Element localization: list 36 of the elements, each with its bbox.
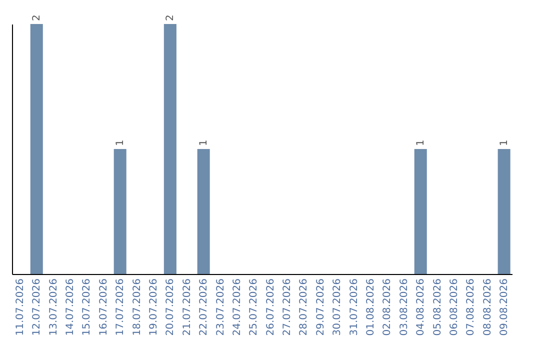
x-tick-label: 17.07.2026 <box>115 278 126 336</box>
data-label: 2 <box>32 14 43 21</box>
data-label: 1 <box>499 140 510 146</box>
x-tick-label: 29.07.2026 <box>315 278 326 336</box>
x-tick-label: 15.07.2026 <box>82 278 93 336</box>
x-tick-label: 03.08.2026 <box>398 278 410 336</box>
x-tick-label: 30.07.2026 <box>332 278 344 336</box>
x-tick-label: 09.08.2026 <box>499 278 510 336</box>
x-tick-label: 01.08.2026 <box>366 278 377 336</box>
data-label: 2 <box>165 14 176 21</box>
x-tick-label: 02.08.2026 <box>382 278 394 336</box>
x-tick-label: 20.07.2026 <box>165 278 176 336</box>
x-tick-label: 05.08.2026 <box>432 278 444 336</box>
x-tick-label: 23.07.2026 <box>215 278 226 336</box>
data-label: 1 <box>115 140 126 146</box>
x-tick-label: 31.07.2026 <box>348 278 360 336</box>
x-tick-label: 06.08.2026 <box>448 278 460 336</box>
x-tick-label: 26.07.2026 <box>265 278 276 336</box>
x-tick-label: 14.07.2026 <box>65 278 76 336</box>
x-tick-label: 04.08.2026 <box>416 278 427 336</box>
x-tick-label: 25.07.2026 <box>248 278 260 336</box>
data-label: 1 <box>416 140 427 146</box>
x-tick-label: 18.07.2026 <box>132 278 143 336</box>
x-tick-label: 21.07.2026 <box>182 278 193 336</box>
x-tick-label: 07.08.2026 <box>466 278 477 336</box>
x-tick-label: 22.07.2026 <box>198 278 210 336</box>
x-tick-label: 08.08.2026 <box>482 278 494 336</box>
x-tick-label: 13.07.2026 <box>48 278 60 336</box>
data-label: 1 <box>198 140 210 146</box>
x-tick-label: 16.07.2026 <box>98 278 110 336</box>
x-tick-label: 27.07.2026 <box>282 278 294 336</box>
x-tick-label: 12.07.2026 <box>32 278 43 336</box>
x-tick-label: 11.07.2026 <box>14 278 26 336</box>
x-tick-label: 19.07.2026 <box>148 278 160 336</box>
x-tick-label: 28.07.2026 <box>298 278 310 336</box>
x-tick-label: 24.07.2026 <box>232 278 243 336</box>
